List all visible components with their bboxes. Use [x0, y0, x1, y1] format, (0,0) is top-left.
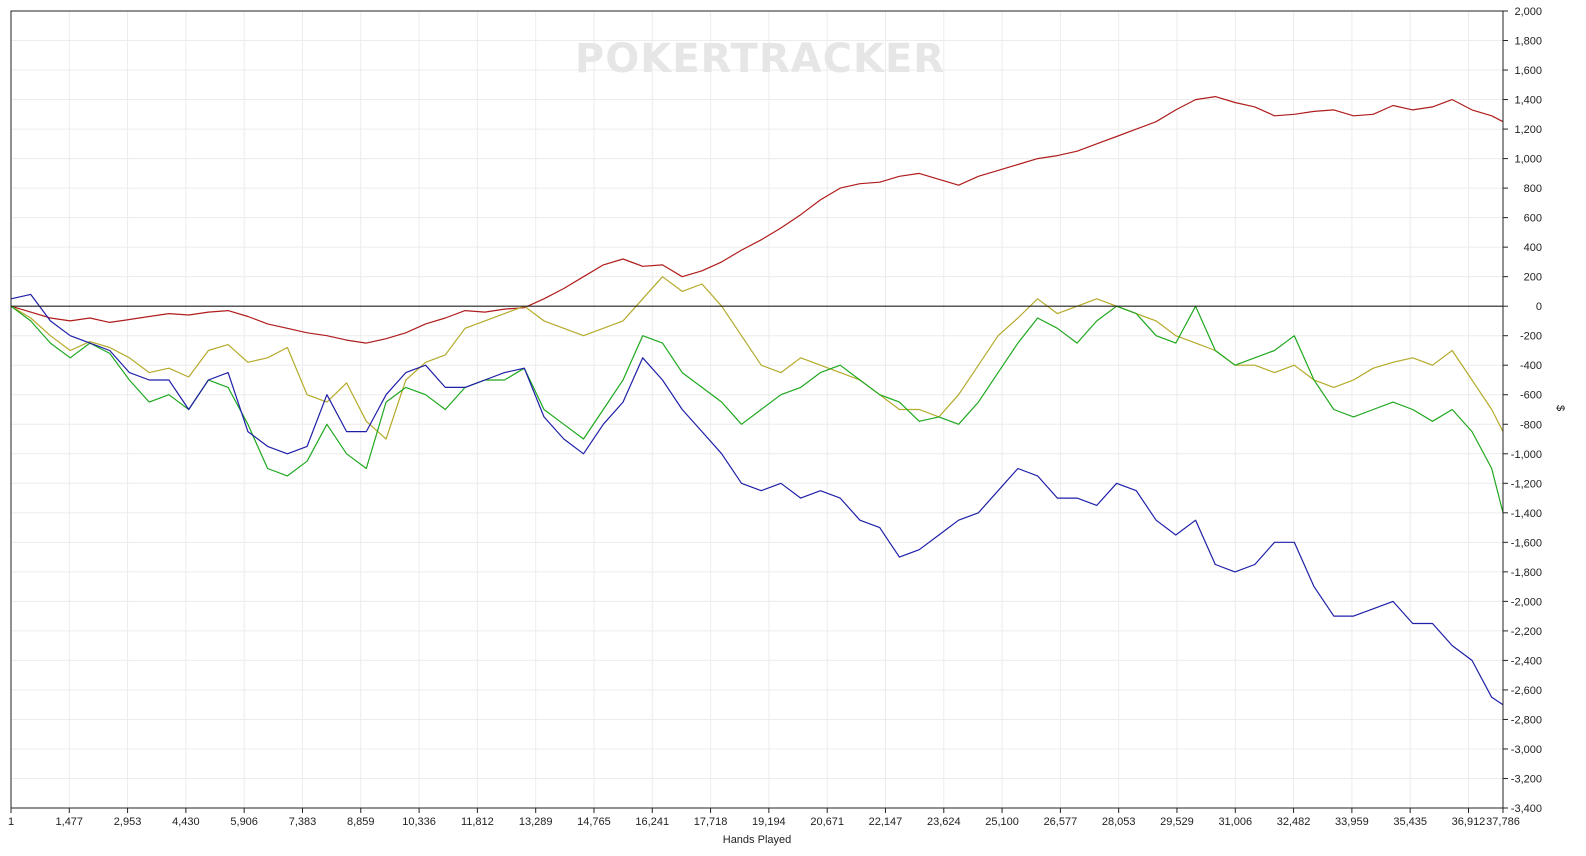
x-tick-label: 17,718 — [694, 816, 728, 828]
x-tick-label: 29,529 — [1160, 816, 1194, 828]
y-tick-label: 200 — [1524, 272, 1542, 284]
x-axis: 1 1,477 2,953 4,430 5,906 7,383 8,859 10,336 11,… — [8, 808, 1520, 828]
x-tick-label: 13,289 — [519, 816, 553, 828]
y-tick-label: 800 — [1524, 183, 1542, 195]
x-tick-label: 32,482 — [1277, 816, 1311, 828]
y-tick-label: -400 — [1520, 360, 1542, 372]
grid-lines — [10, 10, 1504, 809]
x-tick-label: 4,430 — [172, 816, 200, 828]
x-tick-label: 26,577 — [1044, 816, 1078, 828]
x-tick-label: 5,906 — [230, 816, 258, 828]
y-tick-label: -2,600 — [1511, 685, 1542, 697]
y-tick-label: -600 — [1520, 390, 1542, 402]
y-axis-title: $ — [1554, 405, 1566, 411]
watermark-logo: POKERTRACKER — [575, 36, 945, 82]
y-tick-label: -1,600 — [1511, 537, 1542, 549]
y-tick-label: -3,000 — [1511, 744, 1542, 756]
x-tick-label: 1,477 — [56, 816, 84, 828]
y-tick-label: 1,200 — [1514, 124, 1542, 136]
y-tick-label: -1,200 — [1511, 478, 1542, 490]
series-line-2 — [10, 276, 1504, 440]
series-line-3 — [10, 305, 1504, 513]
y-tick-label: -3,200 — [1511, 773, 1542, 785]
series-line-1 — [10, 95, 1504, 344]
y-tick-label: 600 — [1524, 213, 1542, 225]
x-tick-label: 33,959 — [1335, 816, 1369, 828]
y-tick-label: 1,600 — [1514, 65, 1542, 77]
x-tick-label: 16,241 — [635, 816, 669, 828]
y-tick-label: -2,800 — [1511, 714, 1542, 726]
y-tick-label: -1,400 — [1511, 508, 1542, 520]
y-tick-label: -2,200 — [1511, 626, 1542, 638]
x-tick-label: 37,786 — [1486, 816, 1520, 828]
x-tick-label: 20,671 — [810, 816, 844, 828]
x-tick-label: 1 — [8, 816, 14, 828]
y-tick-label: 400 — [1524, 242, 1542, 254]
x-tick-label: 10,336 — [402, 816, 436, 828]
series-layer — [10, 95, 1504, 706]
x-tick-label: 2,953 — [114, 816, 142, 828]
x-tick-label: 28,053 — [1102, 816, 1136, 828]
plot-frame — [10, 10, 1504, 809]
x-tick-label: 19,194 — [752, 816, 786, 828]
x-tick-label: 8,859 — [347, 816, 375, 828]
y-tick-label: -1,800 — [1511, 567, 1542, 579]
y-tick-label: 1,400 — [1514, 95, 1542, 107]
x-tick-label: 31,006 — [1218, 816, 1252, 828]
series-line-4 — [10, 293, 1504, 706]
y-tick-label: 1,000 — [1514, 154, 1542, 166]
y-tick-label: -3,400 — [1511, 803, 1542, 815]
y-tick-label: -1,000 — [1511, 449, 1542, 461]
x-tick-label: 14,765 — [577, 816, 611, 828]
x-tick-label: 7,383 — [289, 816, 317, 828]
x-tick-label: 35,435 — [1393, 816, 1427, 828]
y-tick-label: -2,400 — [1511, 655, 1542, 667]
y-tick-label: 1,800 — [1514, 36, 1542, 48]
y-tick-label: -2,000 — [1511, 596, 1542, 608]
y-tick-label: 2,000 — [1514, 6, 1542, 18]
y-tick-label: 0 — [1536, 301, 1542, 313]
x-tick-label: 11,812 — [461, 816, 494, 828]
x-tick-label: 36,912 — [1452, 816, 1486, 828]
x-axis-title: Hands Played — [723, 834, 792, 846]
x-tick-label: 23,624 — [927, 816, 961, 828]
x-tick-label: 25,100 — [985, 816, 1019, 828]
y-tick-label: -800 — [1520, 419, 1542, 431]
y-axis: 2,000 1,800 1,600 1,400 1,200 1,000 800 600 400 2… — [1503, 6, 1542, 815]
y-tick-label: -200 — [1520, 331, 1542, 343]
x-tick-label: 22,147 — [869, 816, 903, 828]
